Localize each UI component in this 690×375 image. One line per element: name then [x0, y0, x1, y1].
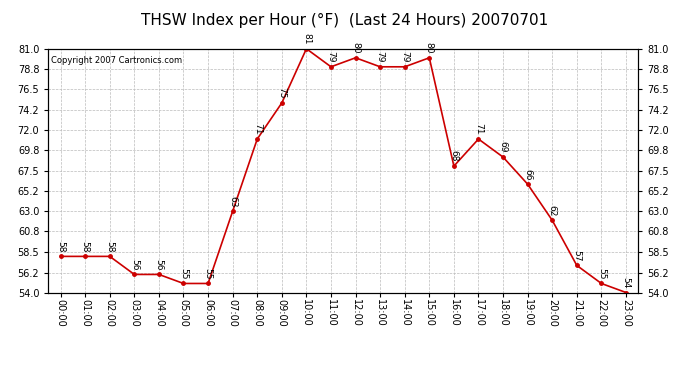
Text: 55: 55 — [597, 268, 606, 279]
Text: 71: 71 — [474, 123, 483, 135]
Text: 54: 54 — [622, 277, 631, 288]
Text: 69: 69 — [499, 141, 508, 153]
Text: 63: 63 — [228, 196, 237, 207]
Text: 58: 58 — [81, 241, 90, 252]
Text: 56: 56 — [155, 259, 164, 270]
Text: 58: 58 — [106, 241, 115, 252]
Text: 56: 56 — [130, 259, 139, 270]
Text: Copyright 2007 Cartronics.com: Copyright 2007 Cartronics.com — [51, 56, 182, 65]
Text: 71: 71 — [253, 123, 262, 135]
Text: 79: 79 — [326, 51, 335, 63]
Text: 81: 81 — [302, 33, 311, 45]
Text: 68: 68 — [449, 150, 458, 162]
Text: 79: 79 — [400, 51, 409, 63]
Text: 62: 62 — [548, 205, 557, 216]
Text: 79: 79 — [375, 51, 384, 63]
Text: 57: 57 — [572, 250, 581, 261]
Text: 55: 55 — [179, 268, 188, 279]
Text: 75: 75 — [277, 87, 286, 99]
Text: 55: 55 — [204, 268, 213, 279]
Text: 66: 66 — [523, 168, 532, 180]
Text: 80: 80 — [425, 42, 434, 54]
Text: 58: 58 — [56, 241, 65, 252]
Text: 80: 80 — [351, 42, 360, 54]
Text: THSW Index per Hour (°F)  (Last 24 Hours) 20070701: THSW Index per Hour (°F) (Last 24 Hours)… — [141, 13, 549, 28]
